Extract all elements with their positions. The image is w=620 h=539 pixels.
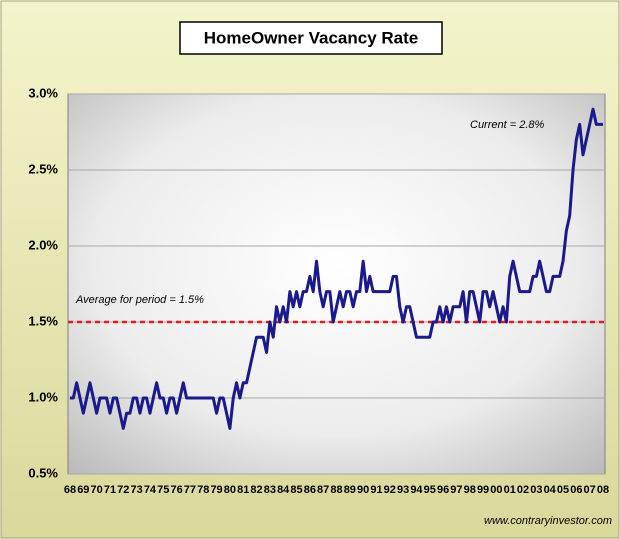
x-tick-label: 85 xyxy=(290,484,302,496)
x-tick-label: 78 xyxy=(197,484,209,496)
x-tick-label: 96 xyxy=(437,484,449,496)
x-tick-label: 04 xyxy=(544,484,557,496)
x-tick-label: 77 xyxy=(184,484,196,496)
y-tick-label: 2.5% xyxy=(28,161,58,176)
x-tick-label: 88 xyxy=(330,484,342,496)
y-tick-label: 1.0% xyxy=(28,389,58,404)
x-tick-label: 74 xyxy=(144,484,157,496)
x-tick-label: 73 xyxy=(131,484,143,496)
x-tick-label: 07 xyxy=(584,484,596,496)
x-tick-label: 69 xyxy=(77,484,89,496)
x-tick-label: 84 xyxy=(277,484,290,496)
x-tick-label: 01 xyxy=(504,484,516,496)
x-tick-label: 71 xyxy=(104,484,116,496)
x-tick-label: 92 xyxy=(384,484,396,496)
x-tick-label: 91 xyxy=(370,484,382,496)
x-tick-label: 03 xyxy=(530,484,542,496)
x-tick-label: 05 xyxy=(557,484,569,496)
x-tick-label: 99 xyxy=(477,484,489,496)
y-tick-label: 2.0% xyxy=(28,237,58,252)
x-tick-label: 93 xyxy=(397,484,409,496)
x-tick-label: 72 xyxy=(117,484,129,496)
x-tick-label: 08 xyxy=(597,484,609,496)
x-tick-label: 81 xyxy=(237,484,249,496)
x-tick-label: 06 xyxy=(570,484,582,496)
x-tick-label: 82 xyxy=(250,484,262,496)
plot-area xyxy=(67,93,606,475)
y-tick-label: 1.5% xyxy=(28,313,58,328)
source: www.contraryinvestor.com xyxy=(484,515,612,527)
x-tick-label: 68 xyxy=(64,484,76,496)
x-tick-label: 95 xyxy=(424,484,436,496)
x-tick-label: 75 xyxy=(157,484,169,496)
x-tick-label: 70 xyxy=(91,484,103,496)
chart-title: HomeOwner Vacancy Rate xyxy=(204,28,418,47)
y-tick-label: 0.5% xyxy=(28,465,58,480)
x-tick-label: 80 xyxy=(224,484,236,496)
x-tick-label: 87 xyxy=(317,484,329,496)
x-tick-label: 90 xyxy=(357,484,369,496)
x-tick-label: 79 xyxy=(210,484,222,496)
x-tick-label: 02 xyxy=(517,484,529,496)
y-tick-label: 3.0% xyxy=(28,85,58,100)
x-tick-label: 98 xyxy=(464,484,476,496)
x-tick-label: 94 xyxy=(410,484,423,496)
x-tick-label: 83 xyxy=(264,484,276,496)
data-line xyxy=(70,107,603,430)
x-tick-label: 97 xyxy=(450,484,462,496)
current-annotation: Current = 2.8% xyxy=(470,119,545,131)
x-tick-label: 86 xyxy=(304,484,316,496)
x-tick-label: 89 xyxy=(344,484,356,496)
average-label: Average for period = 1.5% xyxy=(75,294,204,306)
title-box xyxy=(179,21,443,55)
x-tick-label: 76 xyxy=(170,484,182,496)
x-tick-label: 00 xyxy=(490,484,502,496)
